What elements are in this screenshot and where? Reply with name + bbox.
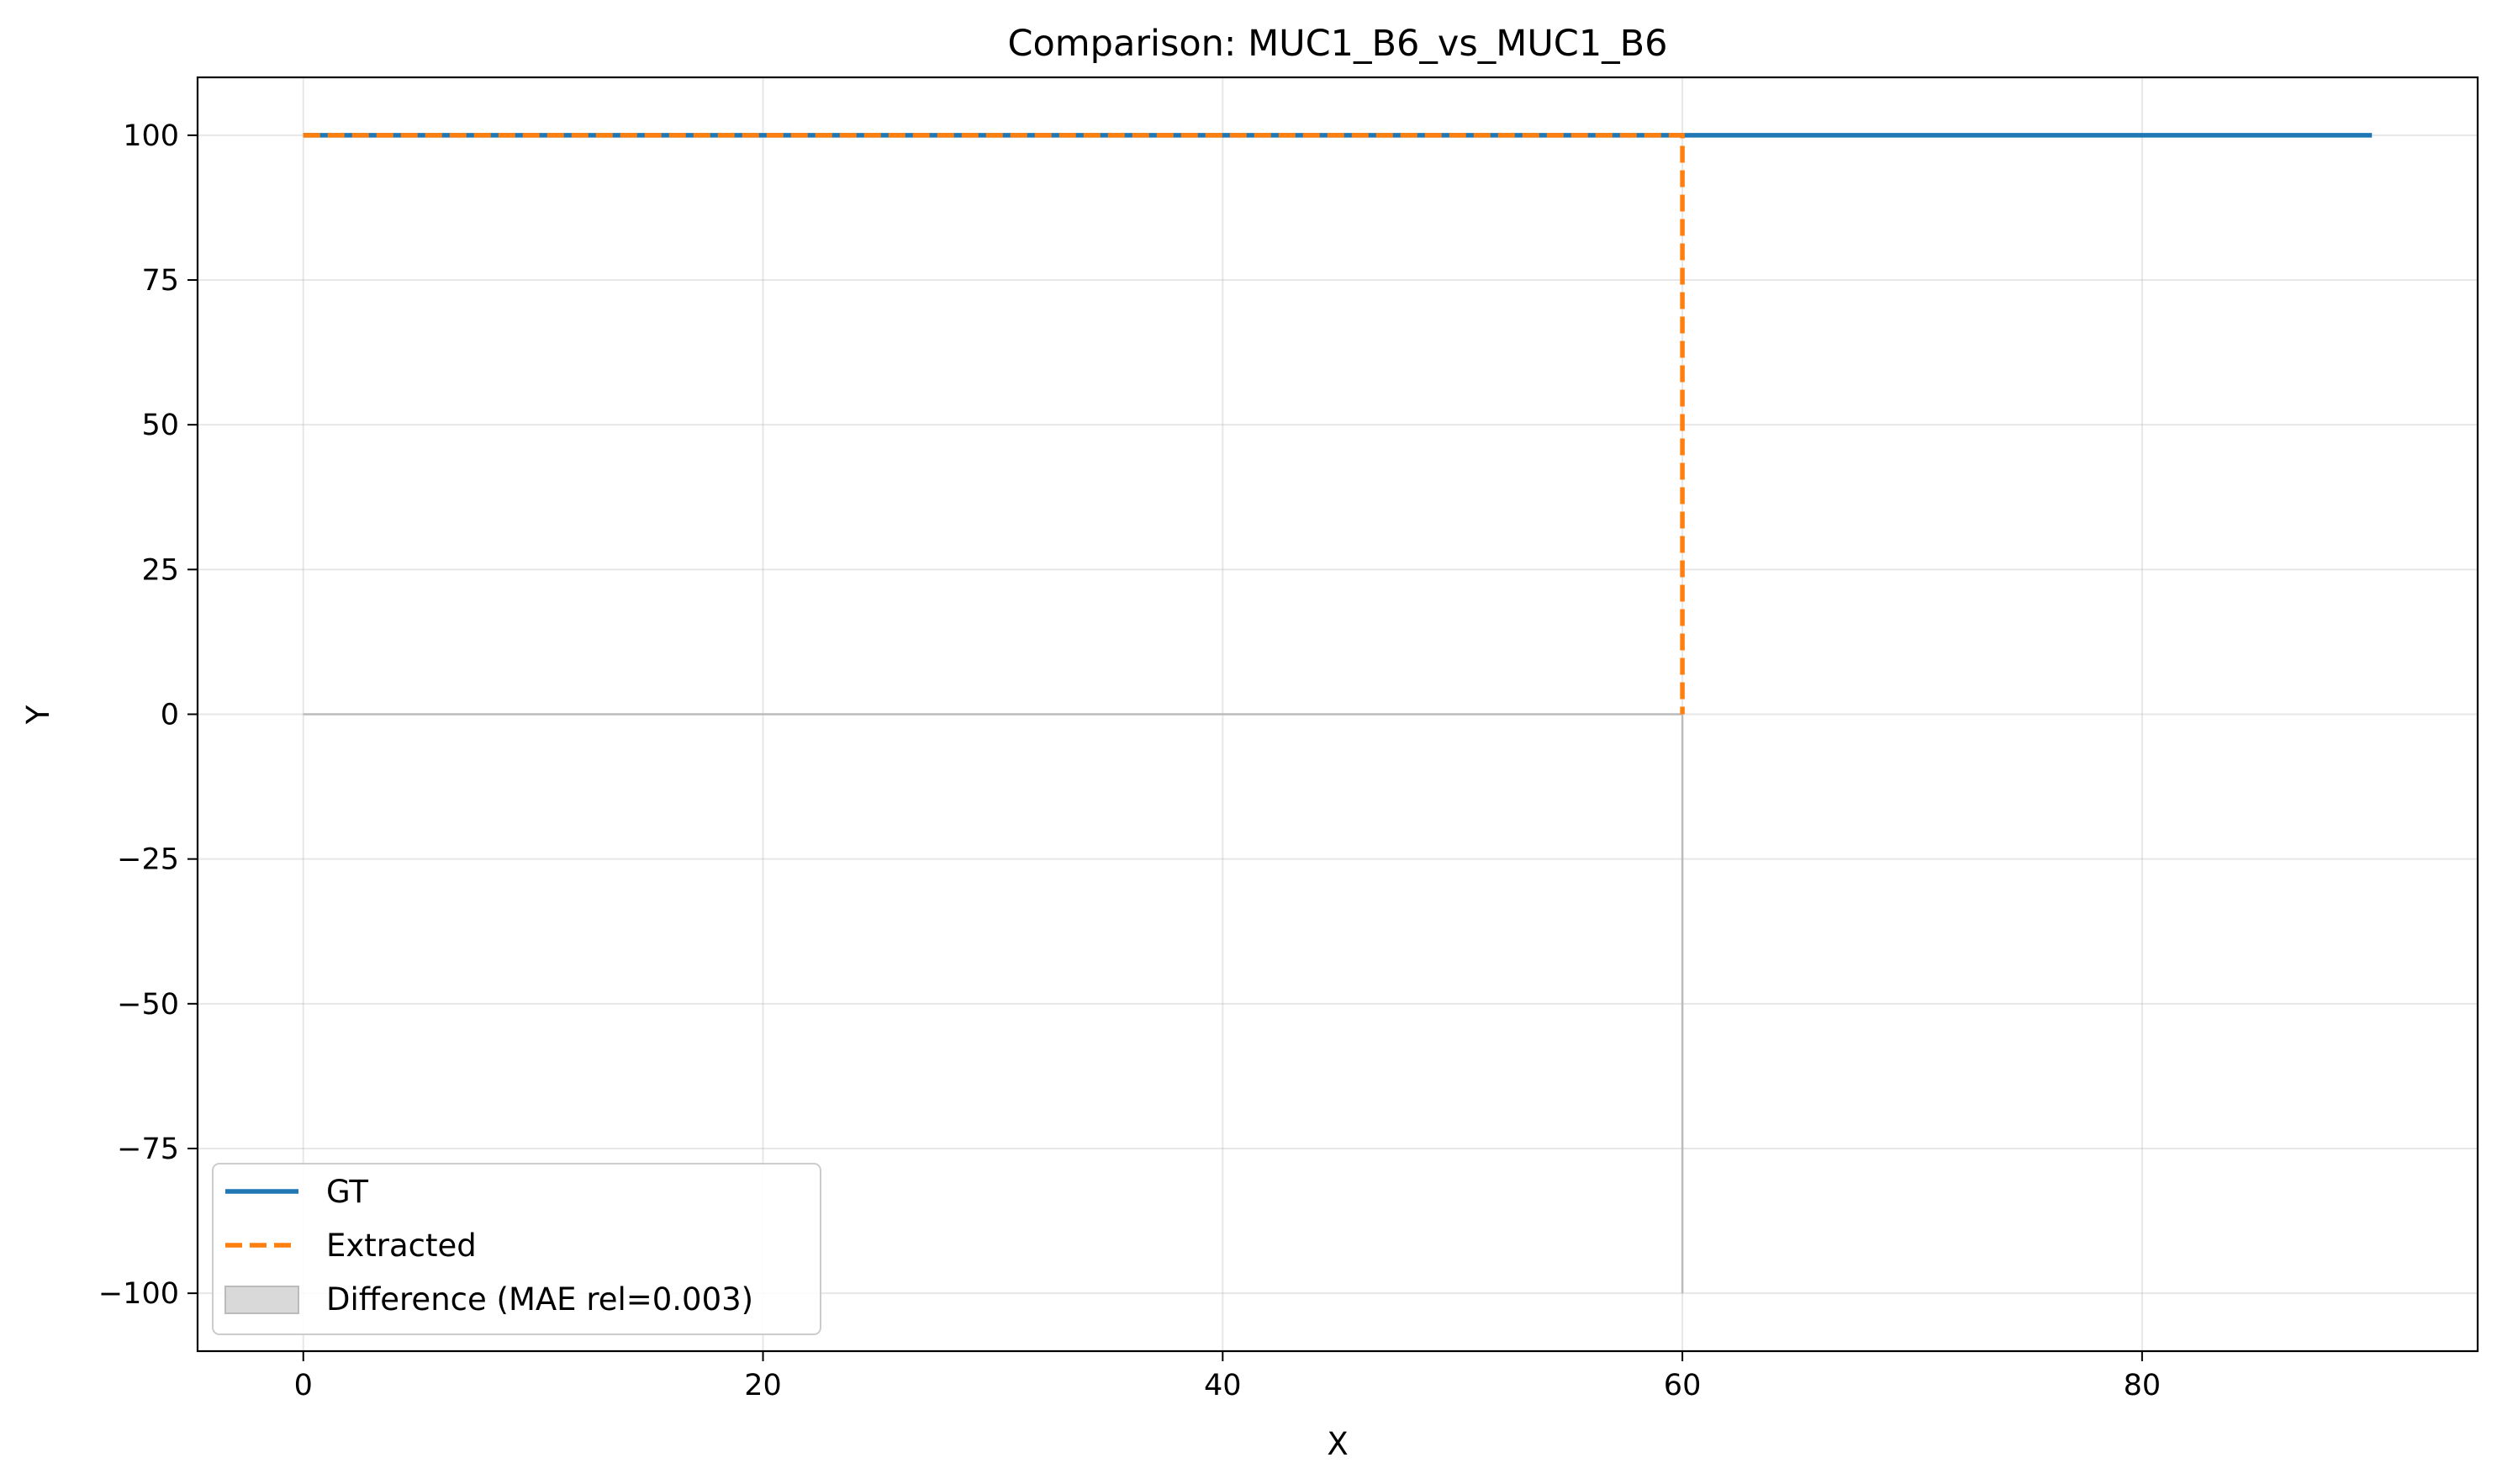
series-line-extracted bbox=[303, 133, 1685, 715]
x-tick-label: 40 bbox=[1204, 1369, 1242, 1402]
y-axis-title: Y bbox=[20, 705, 56, 725]
y-tick-label: 0 bbox=[161, 699, 179, 732]
y-tick-label: 100 bbox=[123, 119, 179, 153]
x-axis-title: X bbox=[1327, 1426, 1348, 1462]
legend: GT Extracted Difference (MAE rel=0.003) bbox=[212, 1163, 821, 1335]
tick-layer: 0 20 40 60 80 100 75 50 25 0 −25 −50 −75 −100 bbox=[98, 119, 2161, 1402]
chart-title: Comparison: MUC1_B6_vs_MUC1_B6 bbox=[1007, 23, 1667, 65]
y-tick-label: 50 bbox=[141, 409, 179, 442]
legend-label-gt: GT bbox=[326, 1174, 368, 1210]
legend-box bbox=[212, 1163, 821, 1335]
y-tick-label: 75 bbox=[141, 264, 179, 298]
legend-label-difference: Difference (MAE rel=0.003) bbox=[326, 1281, 753, 1318]
x-tick-label: 60 bbox=[1664, 1369, 1702, 1402]
x-tick-label: 80 bbox=[2124, 1369, 2162, 1402]
y-tick-label: −100 bbox=[98, 1277, 179, 1311]
y-tick-label: −25 bbox=[117, 843, 179, 877]
y-tick-label: −50 bbox=[117, 988, 179, 1022]
series-layer bbox=[303, 133, 2373, 715]
legend-label-extracted: Extracted bbox=[326, 1228, 477, 1264]
y-tick-label: 25 bbox=[141, 553, 179, 587]
legend-swatch-difference bbox=[224, 1286, 299, 1314]
x-tick-label: 20 bbox=[744, 1369, 782, 1402]
y-tick-label: −75 bbox=[117, 1133, 179, 1166]
x-tick-label: 0 bbox=[294, 1369, 313, 1402]
